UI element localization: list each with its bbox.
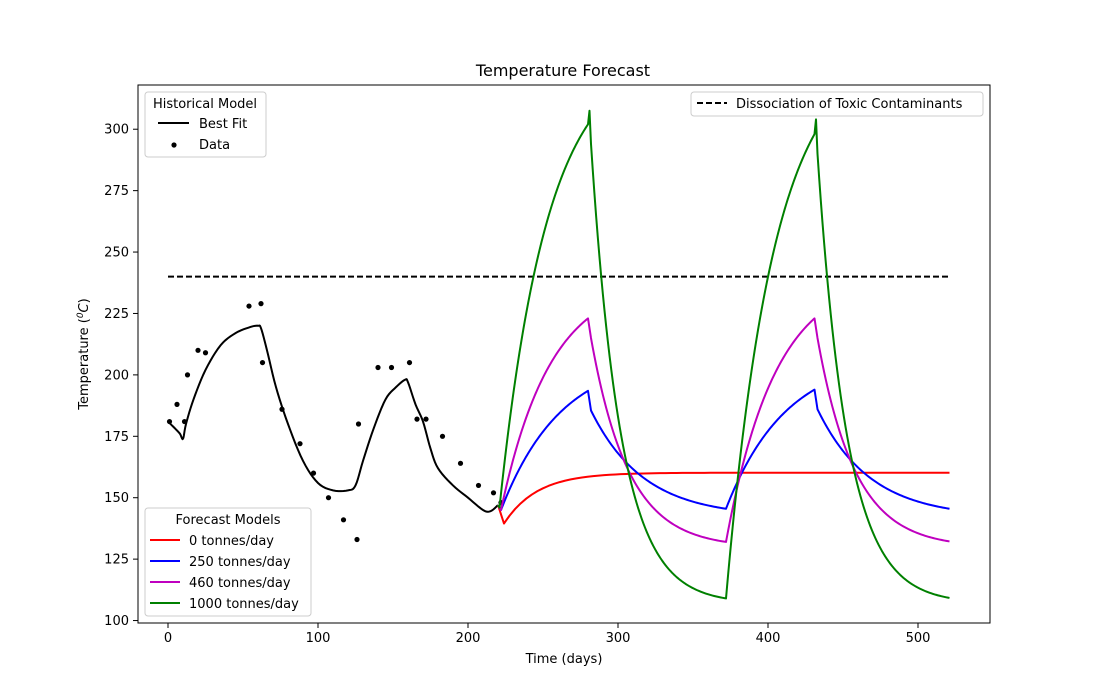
data-point [202,350,209,356]
y-axis-label-unit: C [77,302,92,312]
data-point [423,416,429,422]
data-point [475,482,482,489]
legend-historical-title: Historical Model [153,97,257,112]
legend-forecast-label-0: 0 tonnes/day [189,534,274,549]
forecast-line-0 [497,471,950,525]
legend-forecast-label-1: 250 tonnes/day [189,555,291,570]
data-point [259,359,266,366]
data-point [297,441,303,447]
data-point [388,364,395,371]
data-point [174,401,180,407]
y-axis-label-suffix: ) [77,298,92,303]
x-tick-label: 100 [306,631,331,646]
data-point [246,303,252,309]
x-tick-label: 200 [456,631,481,646]
x-tick-label: 400 [756,631,781,646]
data-point [375,364,381,371]
legend-data-swatch [171,142,177,148]
x-axis: 0 100 200 300 400 500 [164,623,931,646]
y-tick-label: 275 [104,184,129,199]
y-axis-label-superscript: 0 [76,312,86,318]
y-axis-label-prefix: Temperature ( [77,318,92,411]
y-tick-label: 100 [104,614,129,629]
y-tick-label: 250 [104,246,129,261]
data-point [310,470,317,476]
forecast-line-3 [497,109,950,600]
legend-forecast-label-2: 460 tonnes/day [189,576,291,591]
data-point [354,536,360,543]
best-fit-line [167,324,499,513]
y-axis-label: Temperature (0C) [76,298,92,410]
data-point [325,495,332,501]
legend-forecast-box [144,507,312,617]
legend-historical: Historical Model Best Fit Data [144,91,267,158]
forecast-line-2 [497,317,950,543]
legend-forecast-title: Forecast Models [176,513,281,528]
y-tick-label: 150 [104,491,129,506]
y-tick-label: 175 [104,430,129,445]
legend-reference-box [690,91,984,117]
y-tick-label: 200 [104,368,129,383]
data-point [355,421,362,427]
data-point [166,418,173,425]
plot-frame [137,84,991,624]
data-point [340,517,347,523]
data-point [439,433,446,439]
data-point [414,416,420,422]
plot-area [166,109,950,600]
legend-reference-label: Dissociation of Toxic Contaminants [736,97,963,112]
legend-best-fit-label: Best Fit [199,117,247,132]
data-point [258,301,264,307]
data-point [184,372,191,378]
data-point [457,460,464,466]
y-tick-label: 225 [104,307,129,322]
x-tick-label: 300 [606,631,631,646]
data-point [195,347,201,353]
legend-forecast-label-3: 1000 tonnes/day [189,597,299,612]
data-point [406,359,413,366]
data-point [181,418,188,425]
x-tick-label: 0 [164,631,172,646]
chart-title: Temperature Forecast [475,61,650,80]
legend-reference: Dissociation of Toxic Contaminants [690,91,984,117]
legend-historical-box [144,91,267,158]
forecast-line-1 [497,388,950,511]
data-point [279,406,285,412]
data-point [490,490,497,496]
x-axis-label: Time (days) [525,652,603,667]
y-tick-label: 125 [104,553,129,568]
legend-data-label: Data [199,138,230,153]
legend-forecast: Forecast Models 0 tonnes/day 250 tonnes/… [144,507,312,617]
y-axis: 100 125 150 175 200 225 250 275 300 [104,123,138,629]
x-tick-label: 500 [906,631,931,646]
y-tick-label: 300 [104,123,129,138]
